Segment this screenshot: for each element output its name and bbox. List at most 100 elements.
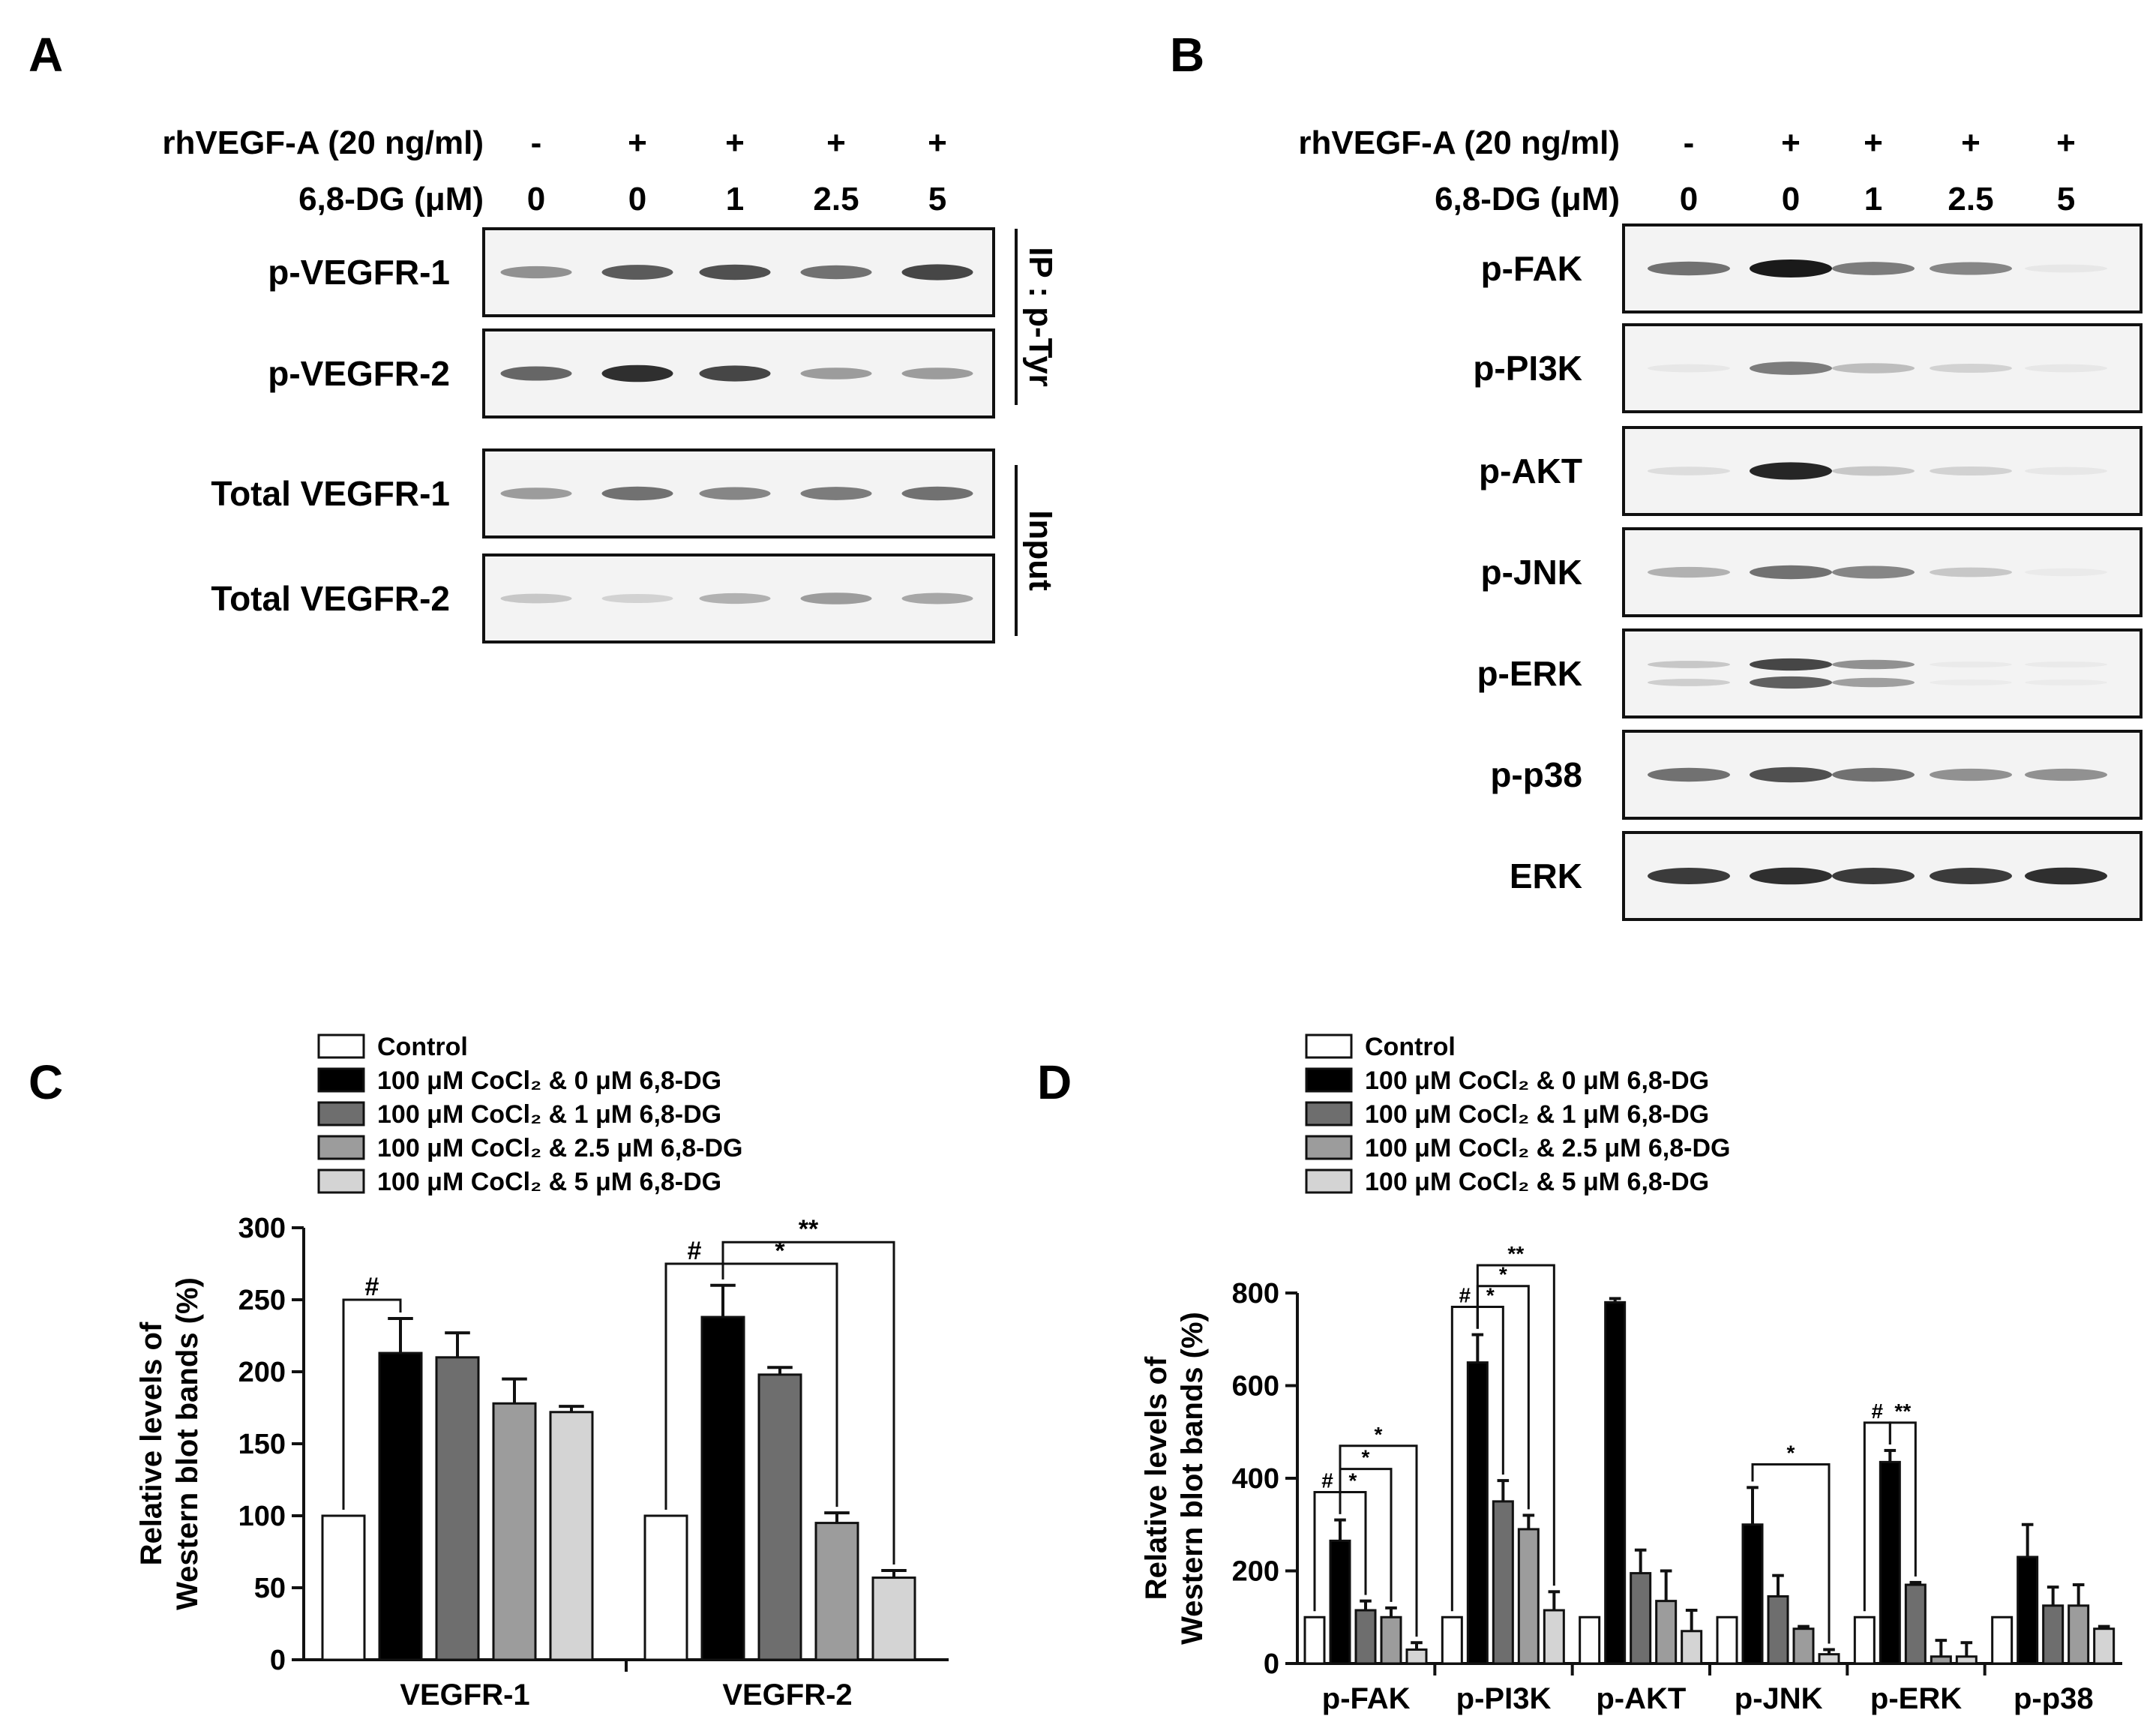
band bbox=[1648, 364, 1730, 373]
x-tick-label: p-p38 bbox=[2014, 1682, 2094, 1715]
row-label-p-jnk: p-JNK bbox=[1481, 553, 1582, 592]
panel-letter-a: A bbox=[28, 28, 63, 82]
band bbox=[1930, 262, 2012, 275]
row-label-total-vegfr-1: Total VEGFR-1 bbox=[211, 474, 450, 513]
bar bbox=[814, 1522, 859, 1661]
treatment-value: + bbox=[1864, 124, 1883, 161]
blot-box-total-vegfr-2 bbox=[482, 554, 995, 644]
x-tick-label: p-ERK bbox=[1870, 1682, 1962, 1715]
x-tick-label: p-JNK bbox=[1735, 1682, 1823, 1715]
legend-swatch bbox=[317, 1135, 365, 1160]
bracket-label: IP : p-Tyr bbox=[1022, 247, 1059, 387]
panel-letter-c: C bbox=[28, 1055, 63, 1109]
legend-label: 100 μM CoCl₂ & 1 μM 6,8-DG bbox=[1365, 1100, 1709, 1129]
significance-label: * bbox=[1362, 1446, 1370, 1469]
legend-swatch bbox=[1305, 1034, 1353, 1059]
bar bbox=[1853, 1616, 1876, 1665]
row-label-p-vegfr-1: p-VEGFR-1 bbox=[268, 253, 450, 292]
legend-label: 100 μM CoCl₂ & 5 μM 6,8-DG bbox=[1365, 1168, 1709, 1196]
bar bbox=[1579, 1616, 1601, 1665]
treatment-label: rhVEGF-A (20 ng/ml) bbox=[162, 124, 484, 161]
band bbox=[699, 487, 771, 500]
significance-label: * bbox=[775, 1237, 785, 1265]
band bbox=[2025, 466, 2107, 476]
bar bbox=[1767, 1594, 1789, 1665]
bar bbox=[492, 1402, 537, 1661]
band bbox=[1648, 661, 1730, 668]
x-tick-label: p-AKT bbox=[1596, 1682, 1686, 1715]
treatment-label: rhVEGF-A (20 ng/ml) bbox=[1298, 124, 1620, 161]
bar-chart-panel-d: Control 100 μM CoCl₂ & 0 μM 6,8-DG 100 μM … bbox=[1140, 1033, 2122, 1715]
significance-bracket bbox=[721, 1240, 895, 1564]
band bbox=[2025, 768, 2107, 782]
band bbox=[601, 486, 673, 501]
bar bbox=[1543, 1609, 1565, 1665]
blot-box-p-akt bbox=[1622, 426, 2143, 516]
treatment-value: 0 bbox=[1680, 181, 1698, 218]
x-tick-label: p-FAK bbox=[1322, 1682, 1411, 1715]
treatment-value: + bbox=[628, 124, 647, 161]
band bbox=[1832, 466, 1915, 476]
bar bbox=[1466, 1361, 1489, 1665]
legend-label: Control bbox=[377, 1033, 468, 1061]
band bbox=[1648, 466, 1730, 476]
treatment-label: 6,8-DG (μM) bbox=[298, 181, 484, 218]
band bbox=[1832, 868, 1915, 884]
band bbox=[1750, 658, 1832, 671]
band bbox=[699, 264, 771, 280]
bar bbox=[2093, 1628, 2116, 1665]
row-label-p-akt: p-AKT bbox=[1479, 452, 1582, 490]
band bbox=[2025, 364, 2107, 373]
band bbox=[800, 487, 872, 500]
band bbox=[1832, 262, 1915, 275]
legend-swatch bbox=[1305, 1067, 1353, 1093]
band bbox=[1930, 363, 2012, 374]
legend-label: Control bbox=[1365, 1033, 1456, 1061]
bar bbox=[1879, 1460, 1901, 1665]
band bbox=[601, 593, 673, 604]
significance-label: # bbox=[1459, 1284, 1471, 1307]
treatment-value: 2.5 bbox=[1948, 181, 1993, 218]
legend-label: 100 μM CoCl₂ & 2.5 μM 6,8-DG bbox=[377, 1134, 743, 1162]
x-tick-label: VEGFR-1 bbox=[400, 1678, 529, 1712]
bar bbox=[1716, 1616, 1738, 1665]
significance-bracket bbox=[342, 1298, 402, 1510]
band bbox=[901, 592, 973, 604]
y-tick-label: 150 bbox=[238, 1429, 286, 1460]
band bbox=[699, 592, 771, 604]
bar bbox=[321, 1514, 366, 1661]
band bbox=[2025, 867, 2107, 885]
row-label-p-fak: p-FAK bbox=[1481, 249, 1582, 288]
legend-label: 100 μM CoCl₂ & 0 μM 6,8-DG bbox=[377, 1066, 721, 1095]
band bbox=[2025, 661, 2107, 668]
western-blot-panel-b: rhVEGF-A (20 ng/ml) - + + + +6,8-DG (μM) 0 0 1 2.… bbox=[1298, 124, 2143, 921]
significance-label: # bbox=[365, 1273, 379, 1301]
band bbox=[1832, 659, 1915, 670]
bar bbox=[1303, 1616, 1326, 1665]
bar bbox=[871, 1576, 916, 1661]
band bbox=[1750, 565, 1832, 580]
y-axis-label: Western blot bands (%) bbox=[1176, 1312, 1209, 1645]
bracket-label: Input bbox=[1022, 510, 1059, 591]
bar bbox=[757, 1373, 802, 1661]
y-tick-label: 400 bbox=[1232, 1463, 1279, 1495]
significance-label: ** bbox=[1507, 1242, 1524, 1265]
significance-label: * bbox=[1787, 1441, 1795, 1464]
band bbox=[1832, 677, 1915, 688]
legend-swatch bbox=[1305, 1135, 1353, 1160]
band bbox=[1750, 260, 1832, 278]
y-tick-label: 200 bbox=[238, 1357, 286, 1388]
band bbox=[500, 366, 572, 381]
significance-label: * bbox=[1486, 1284, 1495, 1307]
significance-label: ** bbox=[1894, 1400, 1911, 1423]
bar bbox=[1441, 1616, 1463, 1665]
band bbox=[1832, 767, 1915, 782]
y-tick-label: 0 bbox=[1264, 1648, 1279, 1680]
legend-swatch bbox=[317, 1101, 365, 1126]
band bbox=[1930, 661, 2012, 668]
band bbox=[1930, 768, 2012, 782]
y-tick-label: 50 bbox=[254, 1573, 286, 1604]
treatment-value: + bbox=[1961, 124, 1981, 161]
band bbox=[1750, 867, 1832, 885]
bar bbox=[1741, 1523, 1764, 1665]
